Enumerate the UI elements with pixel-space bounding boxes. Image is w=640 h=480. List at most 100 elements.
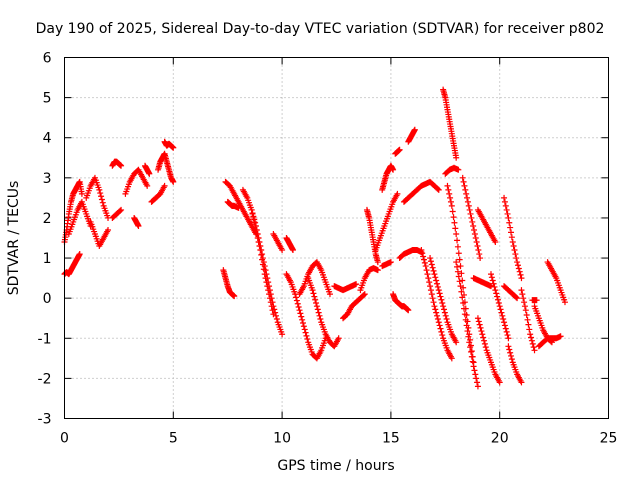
data-point xyxy=(411,126,418,133)
data-point xyxy=(97,190,104,197)
data-point xyxy=(427,287,434,294)
data-point xyxy=(298,313,305,320)
y-tick-label: 0 xyxy=(43,291,52,307)
x-tick-label: 0 xyxy=(60,431,69,447)
data-point xyxy=(250,214,257,221)
data-point xyxy=(474,383,481,390)
data-point xyxy=(451,219,458,226)
data-point xyxy=(557,333,564,340)
data-point xyxy=(432,274,439,281)
data-point xyxy=(98,193,105,200)
data-point xyxy=(235,204,242,211)
data-point xyxy=(490,280,497,287)
data-point xyxy=(454,237,461,244)
data-point xyxy=(231,293,238,300)
data-point xyxy=(270,311,277,318)
data-point xyxy=(252,226,259,233)
series-track-a4 xyxy=(83,174,112,221)
data-point xyxy=(405,307,412,314)
data-point xyxy=(434,186,441,193)
data-point xyxy=(261,271,268,278)
data-point xyxy=(455,250,462,257)
data-point xyxy=(144,182,151,189)
data-point xyxy=(427,255,434,262)
data-point xyxy=(432,306,439,313)
data-point xyxy=(96,186,103,193)
data-point xyxy=(518,275,525,282)
data-point xyxy=(444,182,451,189)
x-axis-label: GPS time / hours xyxy=(277,458,394,474)
data-point xyxy=(505,343,512,350)
data-point xyxy=(470,222,477,229)
series-track-h3 xyxy=(487,271,512,342)
data-point xyxy=(433,277,440,284)
series-track-a5 xyxy=(87,218,112,250)
y-tick-labels: -3 -2 -1 0 1 2 3 4 5 6 xyxy=(38,51,52,428)
x-tick-label: 20 xyxy=(491,431,509,447)
data-point xyxy=(426,279,433,286)
data-point xyxy=(462,186,469,193)
data-point xyxy=(475,247,482,254)
series-track-a3 xyxy=(65,198,94,237)
data-point xyxy=(289,247,296,254)
data-point xyxy=(458,288,465,295)
series-track-i5 xyxy=(529,297,540,304)
data-point xyxy=(440,303,447,310)
series-track-i3 xyxy=(535,333,564,350)
data-point xyxy=(117,207,124,214)
data-point xyxy=(436,290,443,297)
series-track-c3 xyxy=(224,198,242,211)
grid-lines xyxy=(64,57,609,419)
data-point xyxy=(313,303,320,310)
data-point xyxy=(254,235,261,241)
data-point xyxy=(519,291,526,298)
data-point xyxy=(476,321,483,328)
data-point xyxy=(480,334,487,341)
data-point xyxy=(457,283,464,290)
data-points xyxy=(61,86,568,390)
data-point xyxy=(466,339,473,346)
data-point xyxy=(482,344,489,351)
data-point xyxy=(455,273,462,280)
data-point xyxy=(259,261,266,268)
data-point xyxy=(505,335,512,342)
data-point xyxy=(296,307,303,314)
data-point xyxy=(489,277,496,284)
data-point xyxy=(462,316,469,323)
data-point xyxy=(396,146,403,153)
data-point xyxy=(474,243,481,250)
data-point xyxy=(471,230,478,237)
data-point xyxy=(460,178,467,185)
data-point xyxy=(504,332,511,339)
series-track-d2 xyxy=(296,259,333,298)
y-tick-label: 4 xyxy=(43,131,52,147)
data-point xyxy=(494,293,501,300)
data-point xyxy=(76,251,83,258)
data-point xyxy=(335,335,342,342)
data-point xyxy=(506,346,513,353)
data-point xyxy=(448,355,455,362)
series-track-c6 xyxy=(270,230,286,254)
data-point xyxy=(488,274,495,281)
data-point xyxy=(515,265,522,272)
data-point xyxy=(429,295,436,302)
data-point xyxy=(445,186,452,193)
series-track-a6 xyxy=(109,206,125,221)
data-point xyxy=(467,348,474,355)
data-point xyxy=(310,290,317,297)
series-track-b6 xyxy=(155,150,177,185)
data-point xyxy=(300,323,307,330)
data-point xyxy=(435,319,442,326)
data-point xyxy=(502,202,509,209)
x-tick-label: 10 xyxy=(273,431,291,447)
series-track-f1 xyxy=(390,291,412,314)
series-track-f3 xyxy=(400,178,442,205)
data-point xyxy=(436,322,443,329)
data-point xyxy=(251,218,258,225)
series-track-c2 xyxy=(222,178,259,237)
data-point xyxy=(262,275,269,282)
data-point xyxy=(476,251,483,258)
data-point xyxy=(418,247,425,254)
data-point xyxy=(529,340,536,347)
series-track-e1 xyxy=(363,206,381,266)
